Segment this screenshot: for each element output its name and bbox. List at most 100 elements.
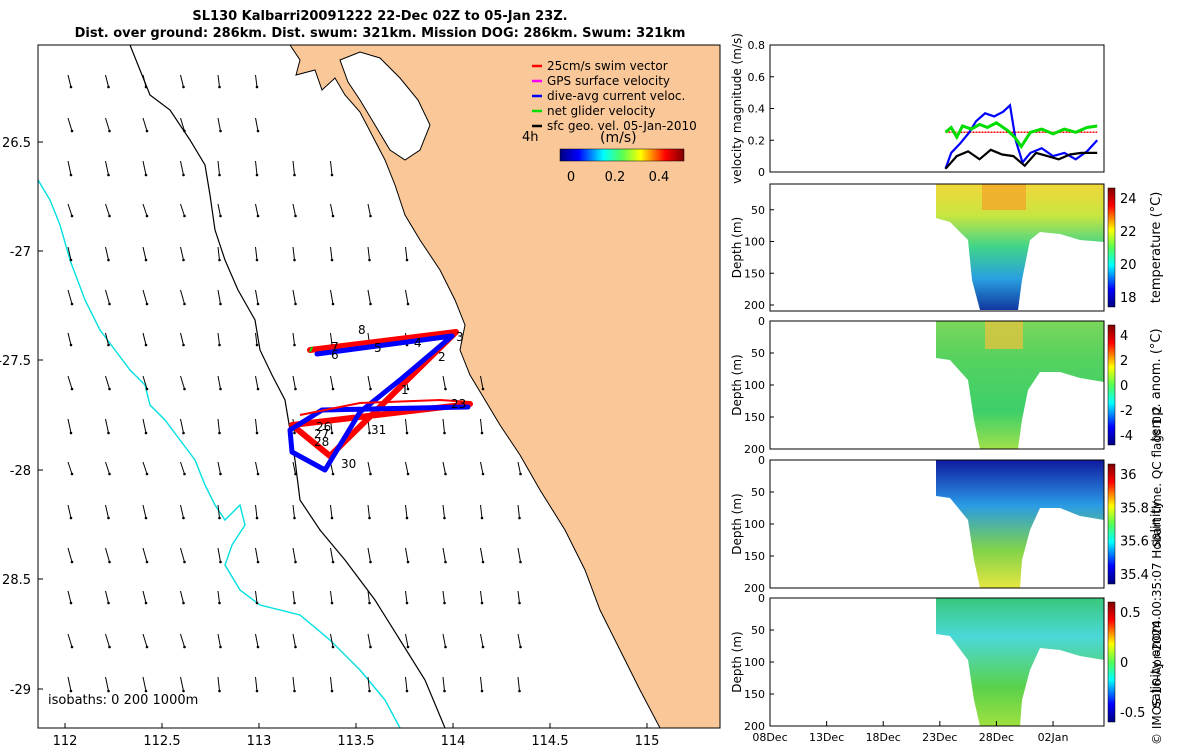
time-tick-label: 28Dec (979, 731, 1014, 744)
section-colorbar (1107, 324, 1116, 446)
velocity-arrow (180, 332, 184, 346)
velocity-arrow (405, 418, 408, 434)
velocity-arrow-head (405, 258, 409, 262)
velocity-arrow-head (144, 258, 148, 262)
velocity-arrow (180, 289, 185, 305)
velocity-arrow (517, 676, 520, 692)
map-y-tick-label: 26.5 (2, 136, 31, 151)
section-colorbar (1107, 463, 1116, 585)
colorbar-title: (m/s) (600, 130, 637, 146)
velocity-arrow (67, 547, 73, 563)
velocity-arrow-head (218, 431, 221, 435)
velocity-arrow-head (219, 387, 222, 391)
velocity-arrow (405, 461, 409, 475)
velocity-arrow-head (330, 689, 334, 693)
velocity-arrow-head (182, 258, 185, 262)
timeseries-panels: 0 0.2 0.4 0.6 0.8 velocity magnitude (m/s) 50 1… (730, 33, 1164, 744)
velocity-arrow (255, 289, 259, 305)
velocity-arrow-head (219, 302, 222, 306)
section-colorbar-tick: 4 (1120, 329, 1128, 344)
velocity-arrow-head (480, 689, 484, 693)
velocity-arrow-head (144, 516, 148, 520)
velocity-arrow (367, 203, 371, 217)
velocity-arrow (67, 418, 72, 434)
velocity-arrow (142, 547, 148, 563)
velocity-arrow (405, 289, 409, 305)
velocity-arrow-head (218, 173, 221, 177)
velocity-arrow-head (218, 258, 221, 262)
chart-title-line1: SL130 Kalbarri20091222 22-Dec 02Z to 05-… (192, 9, 568, 24)
panel-y-tick-label: 200 (744, 582, 765, 595)
velocity-series-line (944, 121, 1098, 150)
velocity-arrow (217, 160, 220, 176)
velocity-arrow (217, 590, 220, 604)
velocity-arrow-head (218, 689, 221, 693)
imos-credit: © IMOS 16-Apr-2024 00:35:07 Hobart time.… (1150, 405, 1164, 745)
velocity-arrow-head (293, 431, 296, 435)
panel-y-tick-label: 0 (758, 315, 765, 328)
velocity-arrow (292, 332, 295, 346)
velocity-arrow (442, 590, 445, 604)
velocity-arrow-head (255, 258, 259, 262)
velocity-arrow-head (255, 689, 259, 693)
velocity-arrow (105, 74, 109, 88)
velocity-arrow-head (144, 85, 148, 89)
velocity-arrow (292, 375, 296, 390)
velocity-arrow (405, 590, 408, 604)
velocity-arrow-head (518, 516, 521, 520)
velocity-arrow-head (481, 387, 485, 391)
temp-anom-section (936, 321, 1104, 449)
velocity-arrow-head (405, 601, 409, 605)
glider-track (287, 329, 473, 473)
velocity-arrow (142, 590, 147, 604)
panel-y-tick-label: 0.2 (748, 134, 766, 147)
velocity-arrow (405, 246, 408, 261)
velocity-arrow-head (145, 560, 149, 564)
velocity-arrow (105, 547, 110, 563)
legend-label: net glider velocity (547, 104, 655, 118)
velocity-arrow-head (330, 601, 334, 605)
velocity-arrow (217, 418, 220, 434)
velocity-arrow (217, 375, 221, 390)
velocity-arrow (67, 633, 73, 648)
velocity-arrow-head (443, 516, 446, 520)
velocity-arrow-head (330, 431, 334, 435)
velocity-arrow-head (107, 85, 110, 89)
velocity-arrow (480, 676, 483, 692)
panel-y-tick-label: 0.8 (748, 39, 766, 52)
velocity-arrow (255, 74, 258, 88)
section-colorbar-tick: 18 (1120, 291, 1137, 306)
velocity-arrow-head (331, 387, 335, 391)
velocity-arrow (105, 332, 109, 346)
velocity-arrow-head (331, 302, 335, 306)
velocity-arrow-head (70, 560, 74, 564)
duration-label: 4h (522, 130, 539, 145)
velocity-arrow (105, 633, 110, 648)
velocity-arrow (105, 590, 109, 604)
velocity-arrow (180, 160, 184, 176)
velocity-arrow-head (219, 214, 222, 218)
velocity-arrow (442, 375, 446, 390)
velocity-arrow (255, 547, 259, 563)
velocity-arrow-head (293, 689, 296, 693)
velocity-arrow-head (369, 302, 372, 306)
velocity-arrow-head (107, 516, 110, 520)
velocity-arrow-head (255, 601, 259, 605)
velocity-arrow-head (256, 214, 260, 218)
velocity-arrow-head (70, 472, 74, 476)
velocity-arrow (480, 504, 483, 519)
velocity-arrow (180, 418, 184, 434)
velocity-arrow-head (443, 601, 446, 605)
velocity-arrow (330, 547, 334, 563)
track-label: 8 (358, 323, 366, 337)
velocity-arrow-head (70, 387, 74, 391)
track-label: 4 (414, 336, 422, 350)
velocity-arrow-head (108, 129, 111, 133)
velocity-arrow (255, 418, 258, 434)
velocity-arrow-head (107, 601, 110, 605)
panel-y-tick-label: 100 (744, 518, 765, 531)
velocity-arrow-head (183, 129, 186, 133)
velocity-arrow-head (145, 387, 149, 391)
velocity-arrow-head (444, 645, 447, 649)
